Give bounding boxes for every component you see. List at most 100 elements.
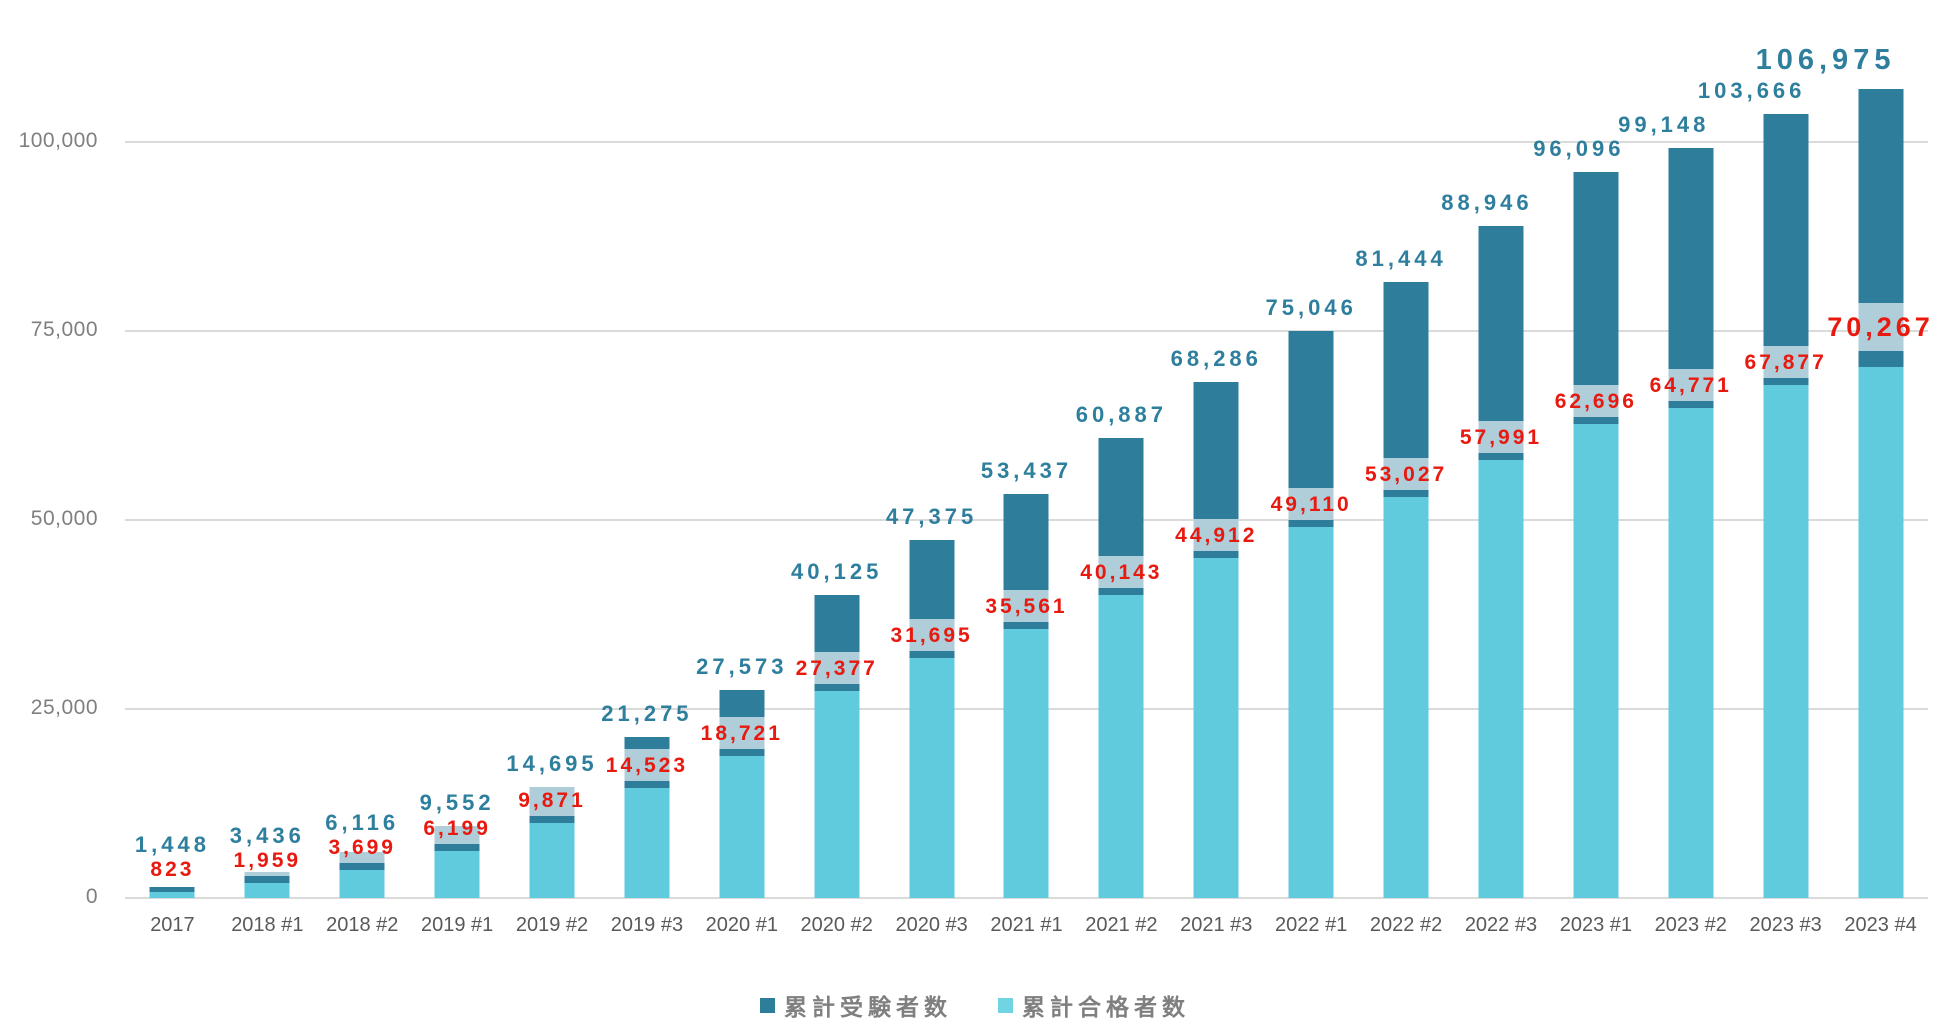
- total-value-label: 21,275: [601, 701, 693, 727]
- bar-column: 21,275 14,523 2019 #3: [599, 0, 694, 936]
- x-tick-label: 2020 #2: [800, 914, 873, 936]
- total-value-label: 1,448: [134, 831, 210, 857]
- label-highlight-band: [529, 786, 575, 817]
- x-tick-label: 2018 #2: [326, 914, 399, 936]
- bar-column: 99,148 64,771 2023 #2: [1618, 0, 1738, 936]
- x-tick-label: 2021 #2: [1085, 914, 1158, 936]
- bar-column: 81,444 53,027 2022 #2: [1355, 0, 1454, 936]
- passers-value-label: 9,871: [518, 789, 586, 813]
- bar-column: 106,975 70,267 2023 #4: [1756, 0, 1930, 936]
- passers-bar: [909, 658, 955, 898]
- passers-bar: [149, 891, 195, 898]
- label-highlight-band: [1858, 302, 1904, 351]
- bar-column: 47,375 31,695 2020 #3: [884, 0, 979, 936]
- passers-value-label: 18,721: [700, 722, 783, 746]
- legend-label-passers: 累計合格者数: [1022, 994, 1190, 1020]
- bar-column: 103,666 67,877 2023 #3: [1698, 0, 1833, 936]
- passers-value-label: 64,771: [1649, 374, 1732, 398]
- x-tick-label: 2020 #1: [705, 914, 778, 936]
- legend-swatch-passers: [998, 997, 1013, 1013]
- bar-column: 40,125 27,377 2020 #2: [789, 0, 884, 936]
- x-tick-label: 2023 #3: [1749, 914, 1822, 936]
- y-tick-label: 0: [85, 885, 98, 908]
- passers-bar: [244, 883, 290, 898]
- bar-column: 53,437 35,561 2021 #1: [979, 0, 1074, 936]
- x-tick-label: 2018 #1: [231, 914, 304, 936]
- x-tick-label: 2021 #3: [1180, 914, 1253, 936]
- label-highlight-band: [1668, 369, 1714, 402]
- passers-value-label: 823: [150, 857, 195, 881]
- total-value-label: 40,125: [791, 558, 883, 584]
- label-highlight-band: [1288, 487, 1334, 520]
- bar-column: 88,946 57,991 2022 #3: [1441, 0, 1549, 936]
- passers-bar: [719, 756, 765, 898]
- label-highlight-band: [1763, 345, 1809, 378]
- passers-value-label: 44,912: [1175, 524, 1258, 548]
- label-highlight-band: [1193, 519, 1239, 552]
- passers-bar: [1478, 459, 1524, 898]
- legend-label-examinees: 累計受験者数: [784, 994, 952, 1020]
- passers-value-label: 67,877: [1744, 350, 1827, 374]
- y-tick-label: 25,000: [30, 696, 98, 719]
- bar-column: 75,046 49,110 2022 #1: [1264, 0, 1359, 936]
- passers-value-label: 35,561: [985, 595, 1068, 619]
- gridline: [125, 141, 1928, 143]
- passers-value-label: 70,267: [1827, 311, 1934, 342]
- total-value-label: 99,148: [1618, 112, 1710, 138]
- total-value-label: 14,695: [506, 750, 598, 776]
- x-tick-label: 2022 #2: [1369, 914, 1443, 936]
- total-value-label: 9,552: [419, 789, 495, 815]
- label-highlight-band: [814, 652, 860, 685]
- label-highlight-band: [1573, 385, 1619, 418]
- legend-item-passers: 累計合格者数: [998, 988, 1190, 1022]
- passers-bar: [1668, 408, 1714, 898]
- bar-column: 9,552 6,199 2019 #1: [410, 0, 505, 936]
- passers-bar: [1003, 629, 1049, 898]
- total-value-label: 6,116: [325, 810, 400, 836]
- x-tick-label: 2023 #2: [1654, 914, 1727, 936]
- total-value-label: 75,046: [1265, 294, 1357, 320]
- passers-bar: [1383, 497, 1429, 898]
- total-value-label: 47,375: [885, 503, 978, 529]
- passers-value-label: 57,991: [1459, 425, 1543, 449]
- total-value-label: 60,887: [1075, 401, 1168, 427]
- label-highlight-band: [909, 619, 955, 652]
- bar-column: 3,436 1,959 2018 #1: [220, 0, 315, 936]
- x-tick-label: 2022 #3: [1464, 914, 1538, 936]
- total-value-label: 103,666: [1697, 78, 1806, 104]
- passers-bar: [1288, 526, 1334, 898]
- passers-value-label: 40,143: [1080, 560, 1163, 584]
- passers-value-label: 1,959: [233, 849, 302, 873]
- total-value-label: 27,573: [696, 653, 788, 679]
- x-tick-label: 2020 #3: [895, 914, 968, 936]
- gridline: [125, 897, 1928, 899]
- label-highlight-band: [1003, 590, 1049, 623]
- x-tick-label: 2019 #3: [610, 914, 684, 936]
- bar-column: 6,116 3,699 2018 #2: [315, 0, 410, 936]
- total-value-label: 3,436: [229, 823, 305, 849]
- total-value-label: 106,975: [1755, 44, 1896, 77]
- bar-column: 27,573 18,721 2020 #1: [694, 0, 789, 936]
- label-highlight-band: [719, 717, 765, 750]
- bar-column: 14,695 9,871 2019 #2: [505, 0, 600, 936]
- passers-value-label: 6,199: [423, 817, 491, 841]
- passers-value-label: 14,523: [605, 754, 689, 778]
- gridline: [125, 330, 1928, 332]
- bar-column: 60,887 40,143 2021 #2: [1074, 0, 1169, 936]
- bar-column: 96,096 62,696 2023 #1: [1533, 0, 1643, 936]
- y-tick-label: 75,000: [30, 318, 98, 341]
- passers-value-label: 27,377: [795, 657, 878, 681]
- passers-value-label: 49,110: [1270, 492, 1352, 516]
- legend-item-examinees: 累計受験者数: [760, 988, 952, 1022]
- label-highlight-band: [244, 872, 290, 877]
- y-tick-label: 50,000: [30, 507, 98, 530]
- x-tick-label: 2022 #1: [1275, 914, 1348, 936]
- bar-column: 1,448 823 2017: [125, 0, 220, 936]
- passers-bar: [1573, 424, 1619, 898]
- y-tick-label: 100,000: [18, 129, 98, 152]
- plot-area: 1,448 823 2017 3,436 1,959 2018 #1 6,116 3,699 2…: [125, 0, 1930, 936]
- bar-column: 68,286 44,912 2021 #3: [1169, 0, 1264, 936]
- x-tick-label: 2019 #1: [420, 914, 494, 936]
- passers-bar: [624, 788, 670, 898]
